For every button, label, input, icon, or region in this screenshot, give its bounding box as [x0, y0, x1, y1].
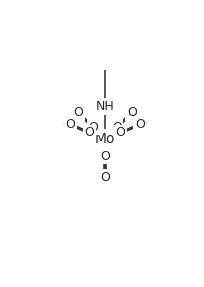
- Text: O: O: [73, 106, 83, 119]
- Text: Mo: Mo: [94, 132, 115, 146]
- Text: O: O: [126, 106, 136, 119]
- Text: O: O: [100, 171, 110, 184]
- Text: O: O: [134, 118, 144, 131]
- Text: O: O: [84, 126, 94, 139]
- Text: O: O: [100, 150, 110, 163]
- Text: O: O: [65, 118, 75, 131]
- Text: O: O: [88, 121, 98, 134]
- Text: O: O: [112, 121, 121, 134]
- Text: NH: NH: [95, 100, 114, 113]
- Text: O: O: [115, 126, 125, 139]
